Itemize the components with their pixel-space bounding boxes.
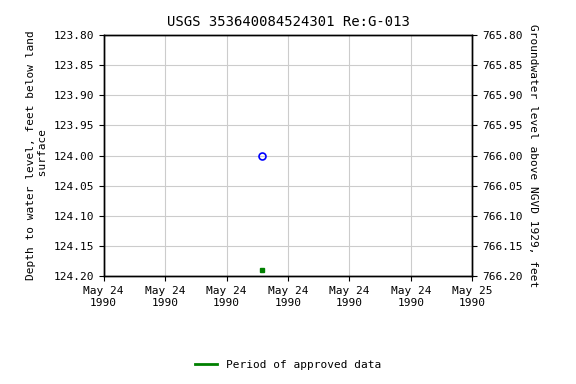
Y-axis label: Depth to water level, feet below land
 surface: Depth to water level, feet below land su…	[26, 31, 48, 280]
Title: USGS 353640084524301 Re:G-013: USGS 353640084524301 Re:G-013	[166, 15, 410, 29]
Y-axis label: Groundwater level above NGVD 1929, feet: Groundwater level above NGVD 1929, feet	[528, 24, 538, 287]
Legend: Period of approved data: Period of approved data	[191, 356, 385, 375]
